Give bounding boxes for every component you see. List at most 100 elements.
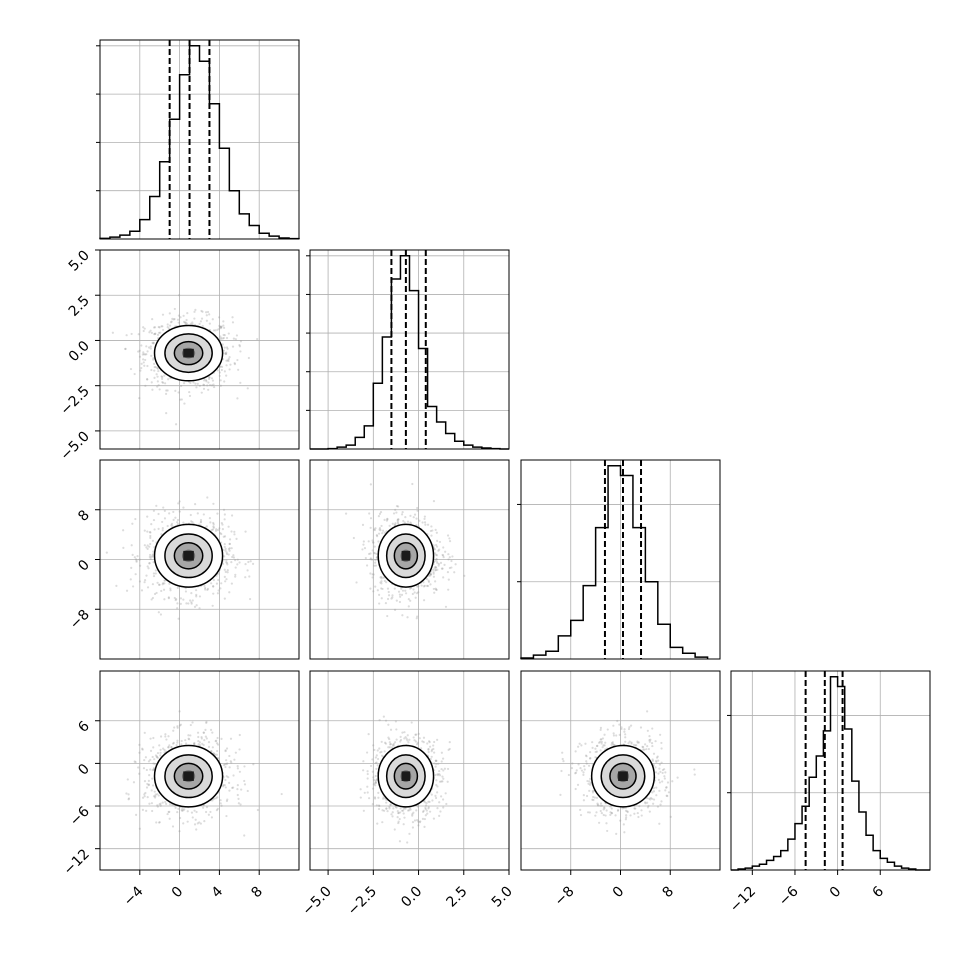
scatter-point [158,326,161,329]
scatter-point [146,378,149,381]
scatter-point [154,569,157,572]
scatter-point [246,789,249,793]
scatter-point [216,369,219,372]
scatter-point [148,802,151,805]
scatter-point [440,751,443,754]
density-peak [183,348,194,358]
scatter-point [152,795,156,798]
scatter-point [411,826,414,829]
scatter-point [381,587,384,591]
scatter-point [447,578,450,581]
scatter-point [423,817,427,821]
scatter-point [203,379,206,382]
scatter-point [148,531,152,534]
scatter-point [151,583,155,586]
scatter-point [199,320,203,323]
scatter-point [395,738,398,741]
scatter-point [168,744,171,747]
scatter-point [368,797,371,800]
scatter-point [151,784,155,787]
scatter-point [372,590,375,593]
scatter-point [168,512,171,515]
scatter-point [224,570,227,573]
scatter-point [157,512,160,516]
scatter-point [234,566,237,569]
scatter-point [209,728,213,732]
scatter-point [185,742,188,745]
scatter-point [365,751,369,754]
scatter-point [223,555,226,558]
scatter-point [430,525,433,528]
scatter-point [206,310,210,314]
scatter-point [382,715,385,718]
scatter-point [150,802,154,805]
scatter-point [150,381,153,384]
scatter-point [174,516,177,519]
scatter-point [237,797,240,801]
scatter-point [418,821,421,824]
scatter-point [378,593,381,596]
scatter-point [178,724,182,727]
scatter-point [364,556,367,560]
scatter-point [437,549,440,552]
scatter-point [589,777,592,781]
density-peak [401,550,411,561]
scatter-point [170,746,173,749]
scatter-point [156,375,159,378]
scatter-point [667,791,671,794]
scatter-point [378,719,381,722]
scatter-point [386,587,390,590]
scatter-point [373,564,376,567]
scatter-point [226,569,229,572]
scatter-point [144,791,147,795]
scatter-point [143,759,146,762]
marginal-panel-3 [727,670,931,871]
scatter-point [156,581,159,584]
scatter-point [153,365,156,369]
scatter-point [153,333,156,336]
scatter-point [161,375,164,379]
scatter-point [646,744,649,748]
scatter-point [140,366,143,370]
scatter-point [624,809,628,812]
scatter-point [433,559,436,562]
scatter-point [427,747,430,751]
scatter-point [210,750,213,753]
scatter-point [231,786,234,789]
scatter-point [156,804,159,807]
scatter-point [138,349,141,352]
scatter-point [219,384,222,387]
scatter-point [645,748,648,751]
scatter-point [227,776,230,779]
scatter-point [379,529,382,532]
scatter-point [382,576,385,579]
scatter-point [158,583,161,586]
scatter-point [436,738,439,741]
scatter-point [140,344,143,347]
scatter-point [168,803,172,806]
scatter-point [417,585,420,588]
scatter-point [159,751,162,754]
scatter-point [152,768,155,771]
scatter-point [153,790,156,793]
scatter-point [230,761,233,764]
scatter-point [600,804,604,807]
scatter-point [224,778,227,782]
scatter-point [208,322,211,325]
scatter-point [215,742,219,745]
scatter-point [202,387,206,390]
scatter-point [229,363,232,366]
scatter-point [130,566,133,569]
scatter-point [176,318,180,321]
scatter-point [215,528,218,531]
scatter-point [149,542,152,546]
scatter-point [417,824,420,827]
scatter-point [220,365,224,368]
scatter-point [206,384,209,387]
scatter-point [164,733,167,736]
scatter-point [444,605,448,608]
scatter-point [151,555,154,558]
scatter-point [387,723,390,726]
scatter-point [421,817,425,821]
scatter-point [423,584,426,587]
